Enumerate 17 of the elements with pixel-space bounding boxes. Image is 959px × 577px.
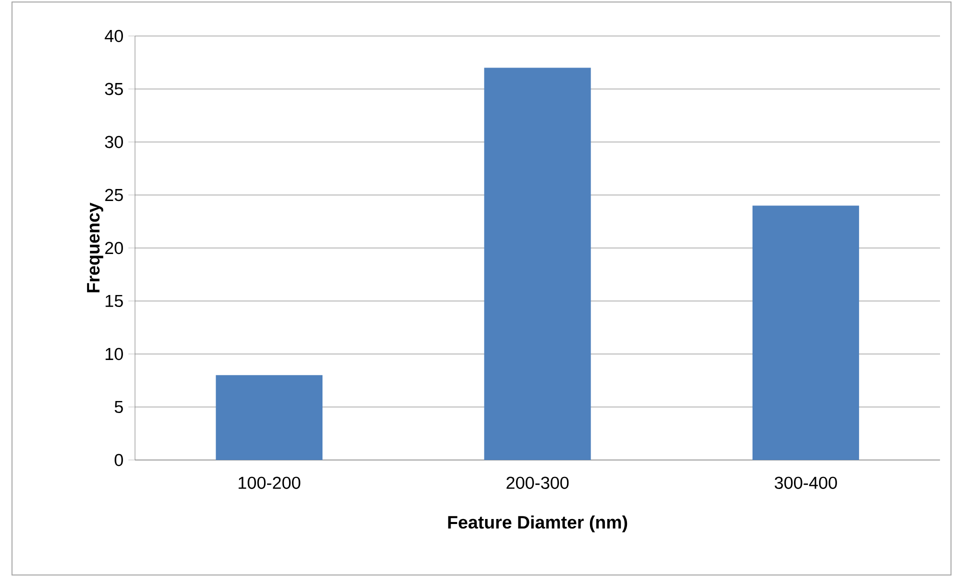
y-tick-label: 0 (114, 454, 123, 466)
y-tick-label: 5 (114, 400, 123, 414)
bar (752, 206, 860, 460)
x-tick-label: 100-200 (238, 476, 300, 489)
y-tick-label: 20 (105, 242, 123, 254)
y-tick-label: 25 (105, 188, 123, 202)
y-tick-label: 30 (105, 136, 123, 148)
y-tick-label: 10 (106, 348, 123, 360)
y-tick-label: 40 (104, 30, 123, 42)
x-axis-title: Feature Diamter (nm) (448, 515, 628, 532)
x-tick-label: 200-300 (506, 476, 569, 489)
bar (216, 375, 323, 460)
x-tick-label: 300-400 (774, 476, 837, 489)
y-axis-title: Frequency (87, 202, 104, 292)
bar (484, 68, 591, 460)
y-tick-label: 15 (106, 294, 123, 308)
y-tick-label: 35 (105, 82, 123, 96)
